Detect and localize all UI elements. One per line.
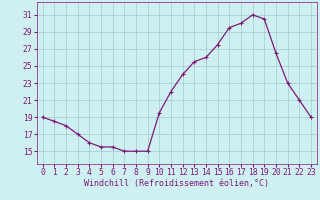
- X-axis label: Windchill (Refroidissement éolien,°C): Windchill (Refroidissement éolien,°C): [84, 179, 269, 188]
